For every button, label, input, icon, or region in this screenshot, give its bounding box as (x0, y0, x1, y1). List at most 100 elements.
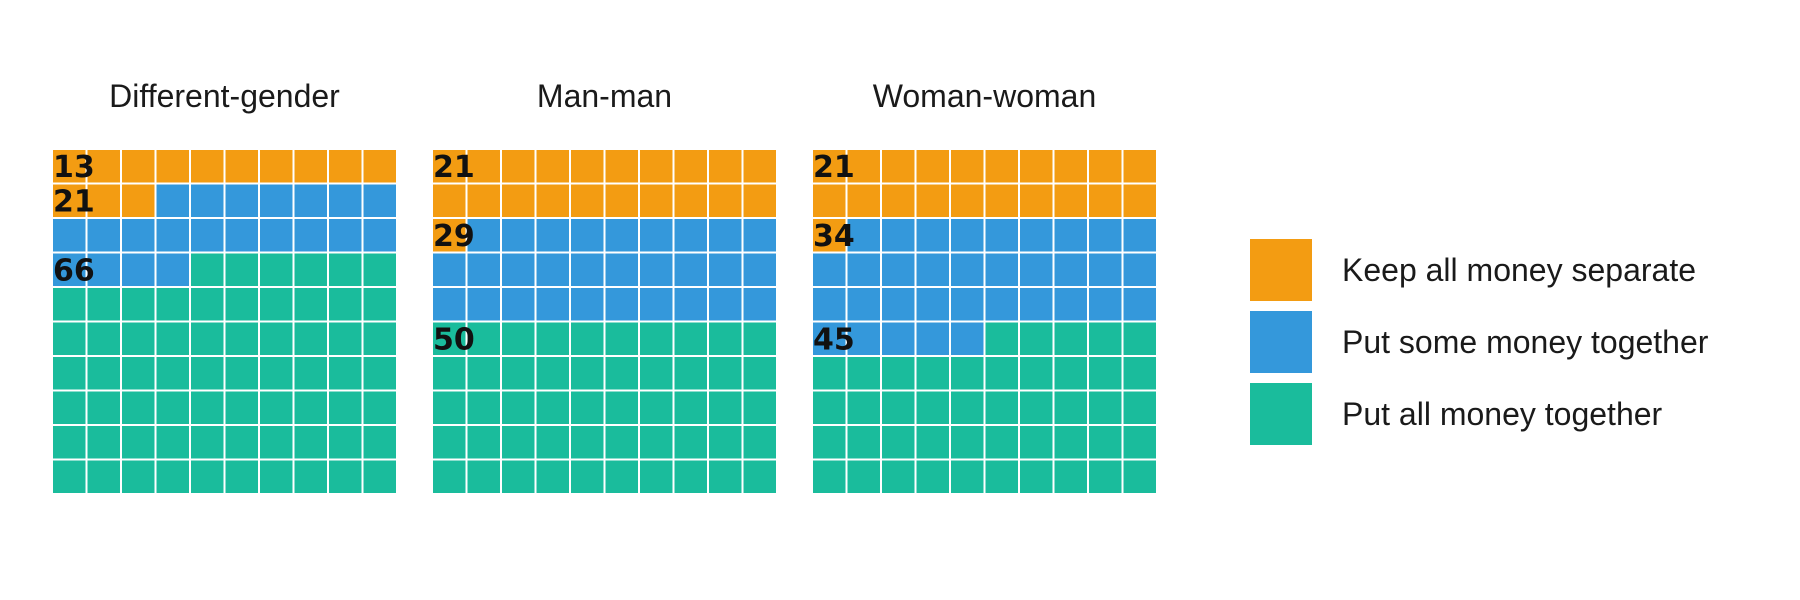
waffle-cell-put-all-money-together (154, 424, 191, 461)
waffle-cell-put-all-money-together (292, 424, 329, 461)
waffle-cell-put-all-money-together (258, 424, 295, 461)
waffle-cell-put-some-money-together (672, 217, 709, 254)
waffle-cell-put-all-money-together (85, 389, 122, 426)
waffle-cell-put-all-money-together (914, 355, 951, 392)
waffle-cell-put-all-money-together (431, 458, 468, 495)
waffle-cell-put-all-money-together (741, 424, 778, 461)
waffle-cell-put-all-money-together (51, 320, 88, 357)
waffle-cell-put-all-money-together (1087, 458, 1124, 495)
waffle-cell-put-some-money-together (707, 217, 744, 254)
value-label-put-some-money-together: 34 (813, 219, 855, 254)
waffle-cell-put-all-money-together (465, 424, 502, 461)
waffle-cell-put-all-money-together (431, 355, 468, 392)
waffle-cell-keep-all-money-separate (983, 182, 1020, 219)
waffle-cell-put-some-money-together (292, 217, 329, 254)
waffle-cell-keep-all-money-separate (672, 148, 709, 185)
waffle-cell-put-some-money-together (880, 320, 917, 357)
waffle-cell-put-all-money-together (638, 320, 675, 357)
waffle-cell-put-all-money-together (189, 424, 226, 461)
waffle-cell-keep-all-money-separate (1018, 148, 1055, 185)
value-label-keep-all-money-separate: 13 (53, 150, 95, 185)
waffle-cell-put-all-money-together (569, 458, 606, 495)
waffle-cell-put-some-money-together (431, 286, 468, 323)
waffle-cell-put-some-money-together (983, 217, 1020, 254)
waffle-cell-put-some-money-together (1121, 286, 1158, 323)
waffle-cell-put-some-money-together (1018, 251, 1055, 288)
waffle-cell-put-all-money-together (327, 389, 364, 426)
waffle-cell-put-all-money-together (638, 424, 675, 461)
waffle-cell-keep-all-money-separate (120, 182, 157, 219)
waffle-cell-put-all-money-together (534, 389, 571, 426)
waffle-cell-put-all-money-together (258, 389, 295, 426)
waffle-cell-put-all-money-together (741, 320, 778, 357)
waffle-cell-put-all-money-together (811, 355, 848, 392)
waffle-cell-put-all-money-together (120, 286, 157, 323)
waffle-panels: Different-gender132166Man-man212950Woman… (51, 78, 1158, 495)
waffle-cell-put-all-money-together (1121, 389, 1158, 426)
waffle-cell-keep-all-money-separate (361, 148, 398, 185)
waffle-cell-put-all-money-together (603, 320, 640, 357)
waffle-cell-put-all-money-together (672, 458, 709, 495)
waffle-cell-put-all-money-together (258, 320, 295, 357)
waffle-cell-put-all-money-together (1087, 355, 1124, 392)
waffle-cell-put-all-money-together (85, 355, 122, 392)
waffle-cell-put-some-money-together (845, 217, 882, 254)
waffle-cell-put-some-money-together (120, 251, 157, 288)
waffle-cell-put-all-money-together (327, 320, 364, 357)
waffle-cell-put-all-money-together (914, 389, 951, 426)
waffle-cell-put-all-money-together (361, 286, 398, 323)
waffle-cell-put-some-money-together (361, 217, 398, 254)
waffle-cell-put-all-money-together (880, 389, 917, 426)
waffle-cell-put-all-money-together (1018, 458, 1055, 495)
waffle-cell-put-some-money-together (327, 217, 364, 254)
waffle-cell-keep-all-money-separate (949, 182, 986, 219)
waffle-cell-put-all-money-together (327, 424, 364, 461)
waffle-cell-put-all-money-together (949, 389, 986, 426)
legend-label: Put all money together (1342, 396, 1663, 432)
waffle-cell-put-all-money-together (707, 424, 744, 461)
waffle-cell-put-all-money-together (949, 424, 986, 461)
waffle-cell-put-some-money-together (1018, 217, 1055, 254)
waffle-cell-keep-all-money-separate (741, 148, 778, 185)
waffle-cell-put-all-money-together (361, 424, 398, 461)
waffle-cell-put-all-money-together (845, 424, 882, 461)
waffle-cell-put-all-money-together (1052, 424, 1089, 461)
waffle-cell-put-some-money-together (845, 251, 882, 288)
waffle-cell-put-all-money-together (327, 286, 364, 323)
waffle-cell-keep-all-money-separate (327, 148, 364, 185)
waffle-cell-keep-all-money-separate (534, 148, 571, 185)
waffle-cell-put-some-money-together (154, 182, 191, 219)
waffle-cell-put-some-money-together (914, 251, 951, 288)
waffle-cell-put-some-money-together (603, 251, 640, 288)
waffle-cell-put-some-money-together (707, 286, 744, 323)
waffle-cell-put-all-money-together (258, 286, 295, 323)
waffle-cell-put-all-money-together (638, 389, 675, 426)
waffle-cell-keep-all-money-separate (465, 148, 502, 185)
waffle-cell-keep-all-money-separate (880, 148, 917, 185)
waffle-cell-put-all-money-together (51, 424, 88, 461)
waffle-cell-put-all-money-together (189, 251, 226, 288)
waffle-cell-put-all-money-together (223, 458, 260, 495)
waffle-cell-put-all-money-together (603, 355, 640, 392)
waffle-cell-put-all-money-together (292, 320, 329, 357)
waffle-cell-put-some-money-together (1018, 286, 1055, 323)
waffle-cell-put-some-money-together (465, 286, 502, 323)
waffle-cell-put-all-money-together (638, 355, 675, 392)
waffle-cell-put-all-money-together (465, 355, 502, 392)
waffle-cell-keep-all-money-separate (154, 148, 191, 185)
waffle-cell-put-some-money-together (189, 217, 226, 254)
waffle-cell-put-all-money-together (1052, 458, 1089, 495)
waffle-cell-put-some-money-together (534, 286, 571, 323)
waffle-cell-put-all-money-together (327, 458, 364, 495)
waffle-cell-put-all-money-together (51, 389, 88, 426)
waffle-cell-put-some-money-together (741, 286, 778, 323)
waffle-cell-put-all-money-together (120, 320, 157, 357)
waffle-cell-put-some-money-together (154, 251, 191, 288)
waffle-cell-put-all-money-together (983, 389, 1020, 426)
waffle-cell-put-all-money-together (1087, 389, 1124, 426)
panel-man-man: Man-man 21 29 50 (431, 78, 778, 495)
waffle-cell-put-all-money-together (534, 424, 571, 461)
waffle-cell-put-some-money-together (85, 217, 122, 254)
waffle-cell-put-some-money-together (949, 286, 986, 323)
waffle-cell-put-all-money-together (51, 286, 88, 323)
